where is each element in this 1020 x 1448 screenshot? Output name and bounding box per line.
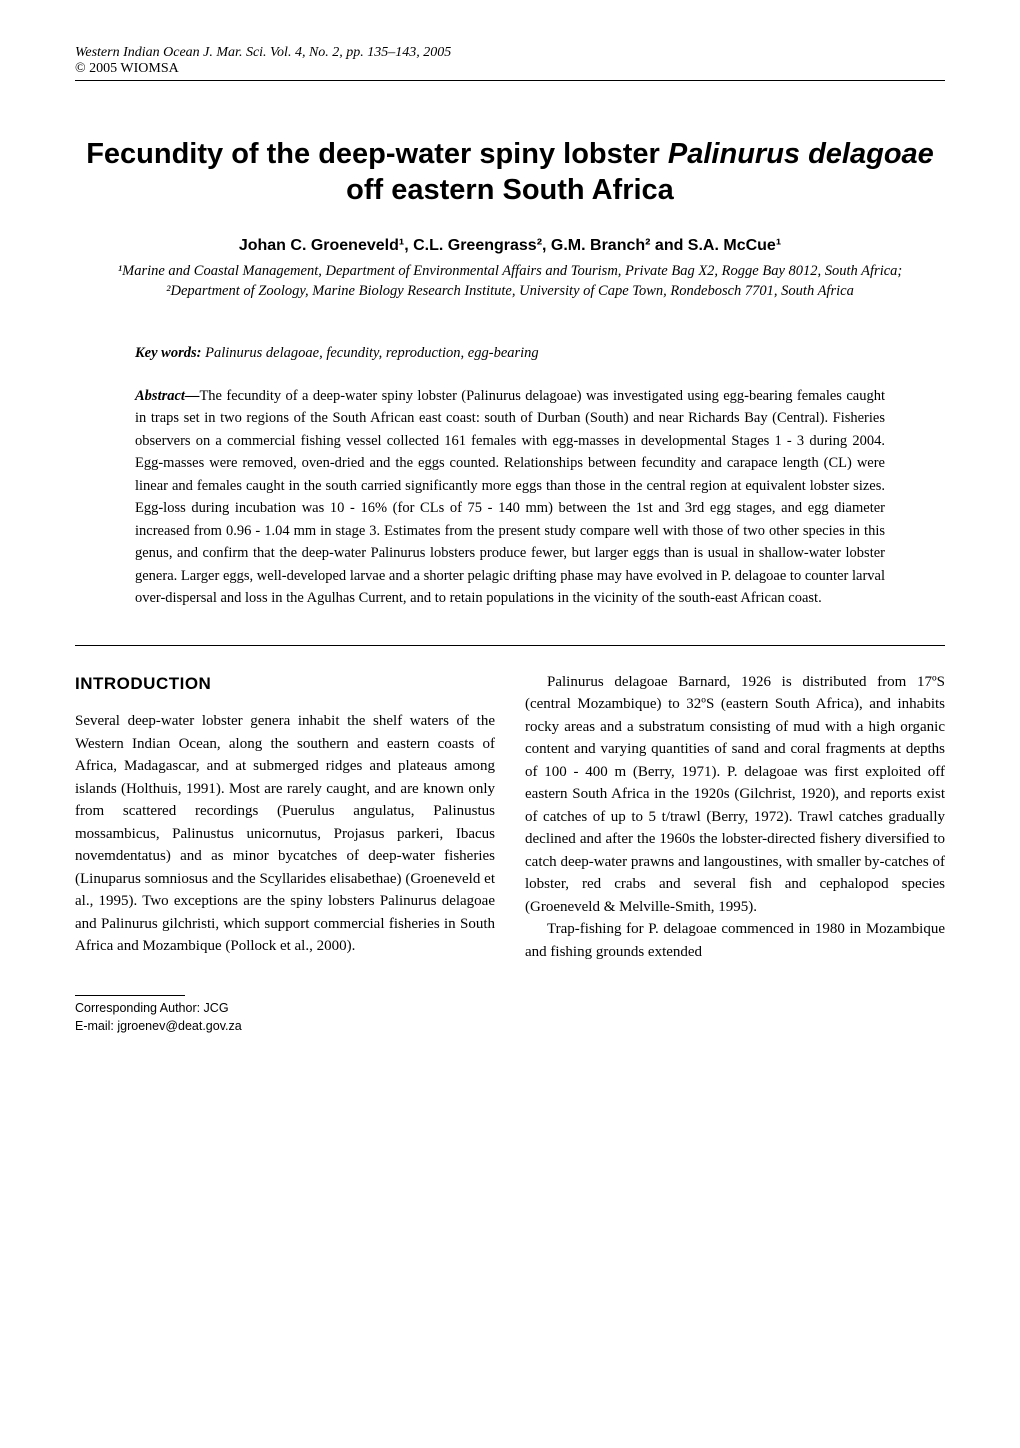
- journal-header: Western Indian Ocean J. Mar. Sci. Vol. 4…: [75, 45, 945, 81]
- journal-citation: Western Indian Ocean J. Mar. Sci. Vol. 4…: [75, 45, 945, 61]
- corresponding-author-label: Corresponding Author: JCG: [75, 1000, 945, 1018]
- title-text-2: off eastern South Africa: [346, 174, 674, 206]
- corresponding-author-email: E-mail: jgroenev@deat.gov.za: [75, 1018, 945, 1036]
- body-columns: INTRODUCTION Several deep-water lobster …: [75, 671, 945, 964]
- keywords-label: Key words:: [135, 345, 201, 361]
- abstract-text: The fecundity of a deep-water spiny lobs…: [135, 388, 885, 606]
- abstract-block: Abstract—The fecundity of a deep-water s…: [135, 385, 885, 610]
- title-italic-1: Palinurus delagoae: [668, 138, 934, 170]
- abstract-label: Abstract—: [135, 388, 199, 404]
- title-text-1: Fecundity of the deep-water spiny lobste…: [86, 138, 668, 170]
- intro-paragraph-2: Palinurus delagoae Barnard, 1926 is dist…: [525, 671, 945, 919]
- right-column: Palinurus delagoae Barnard, 1926 is dist…: [525, 671, 945, 964]
- footer-divider: [75, 995, 185, 996]
- keywords-block: Key words: Palinurus delagoae, fecundity…: [135, 343, 885, 365]
- keywords-text: Palinurus delagoae, fecundity, reproduct…: [201, 345, 538, 361]
- paper-title: Fecundity of the deep-water spiny lobste…: [75, 136, 945, 209]
- intro-paragraph-3: Trap-fishing for P. delagoae commenced i…: [525, 918, 945, 963]
- left-column: INTRODUCTION Several deep-water lobster …: [75, 671, 495, 964]
- corresponding-author-block: Corresponding Author: JCG E-mail: jgroen…: [75, 1000, 945, 1035]
- affiliations-line: ¹Marine and Coastal Management, Departme…: [75, 261, 945, 302]
- authors-line: Johan C. Groeneveld¹, C.L. Greengrass², …: [75, 237, 945, 255]
- section-heading-introduction: INTRODUCTION: [75, 671, 495, 697]
- intro-paragraph-1: Several deep-water lobster genera inhabi…: [75, 710, 495, 958]
- section-divider: [75, 645, 945, 646]
- journal-copyright: © 2005 WIOMSA: [75, 61, 945, 77]
- title-block: Fecundity of the deep-water spiny lobste…: [75, 136, 945, 301]
